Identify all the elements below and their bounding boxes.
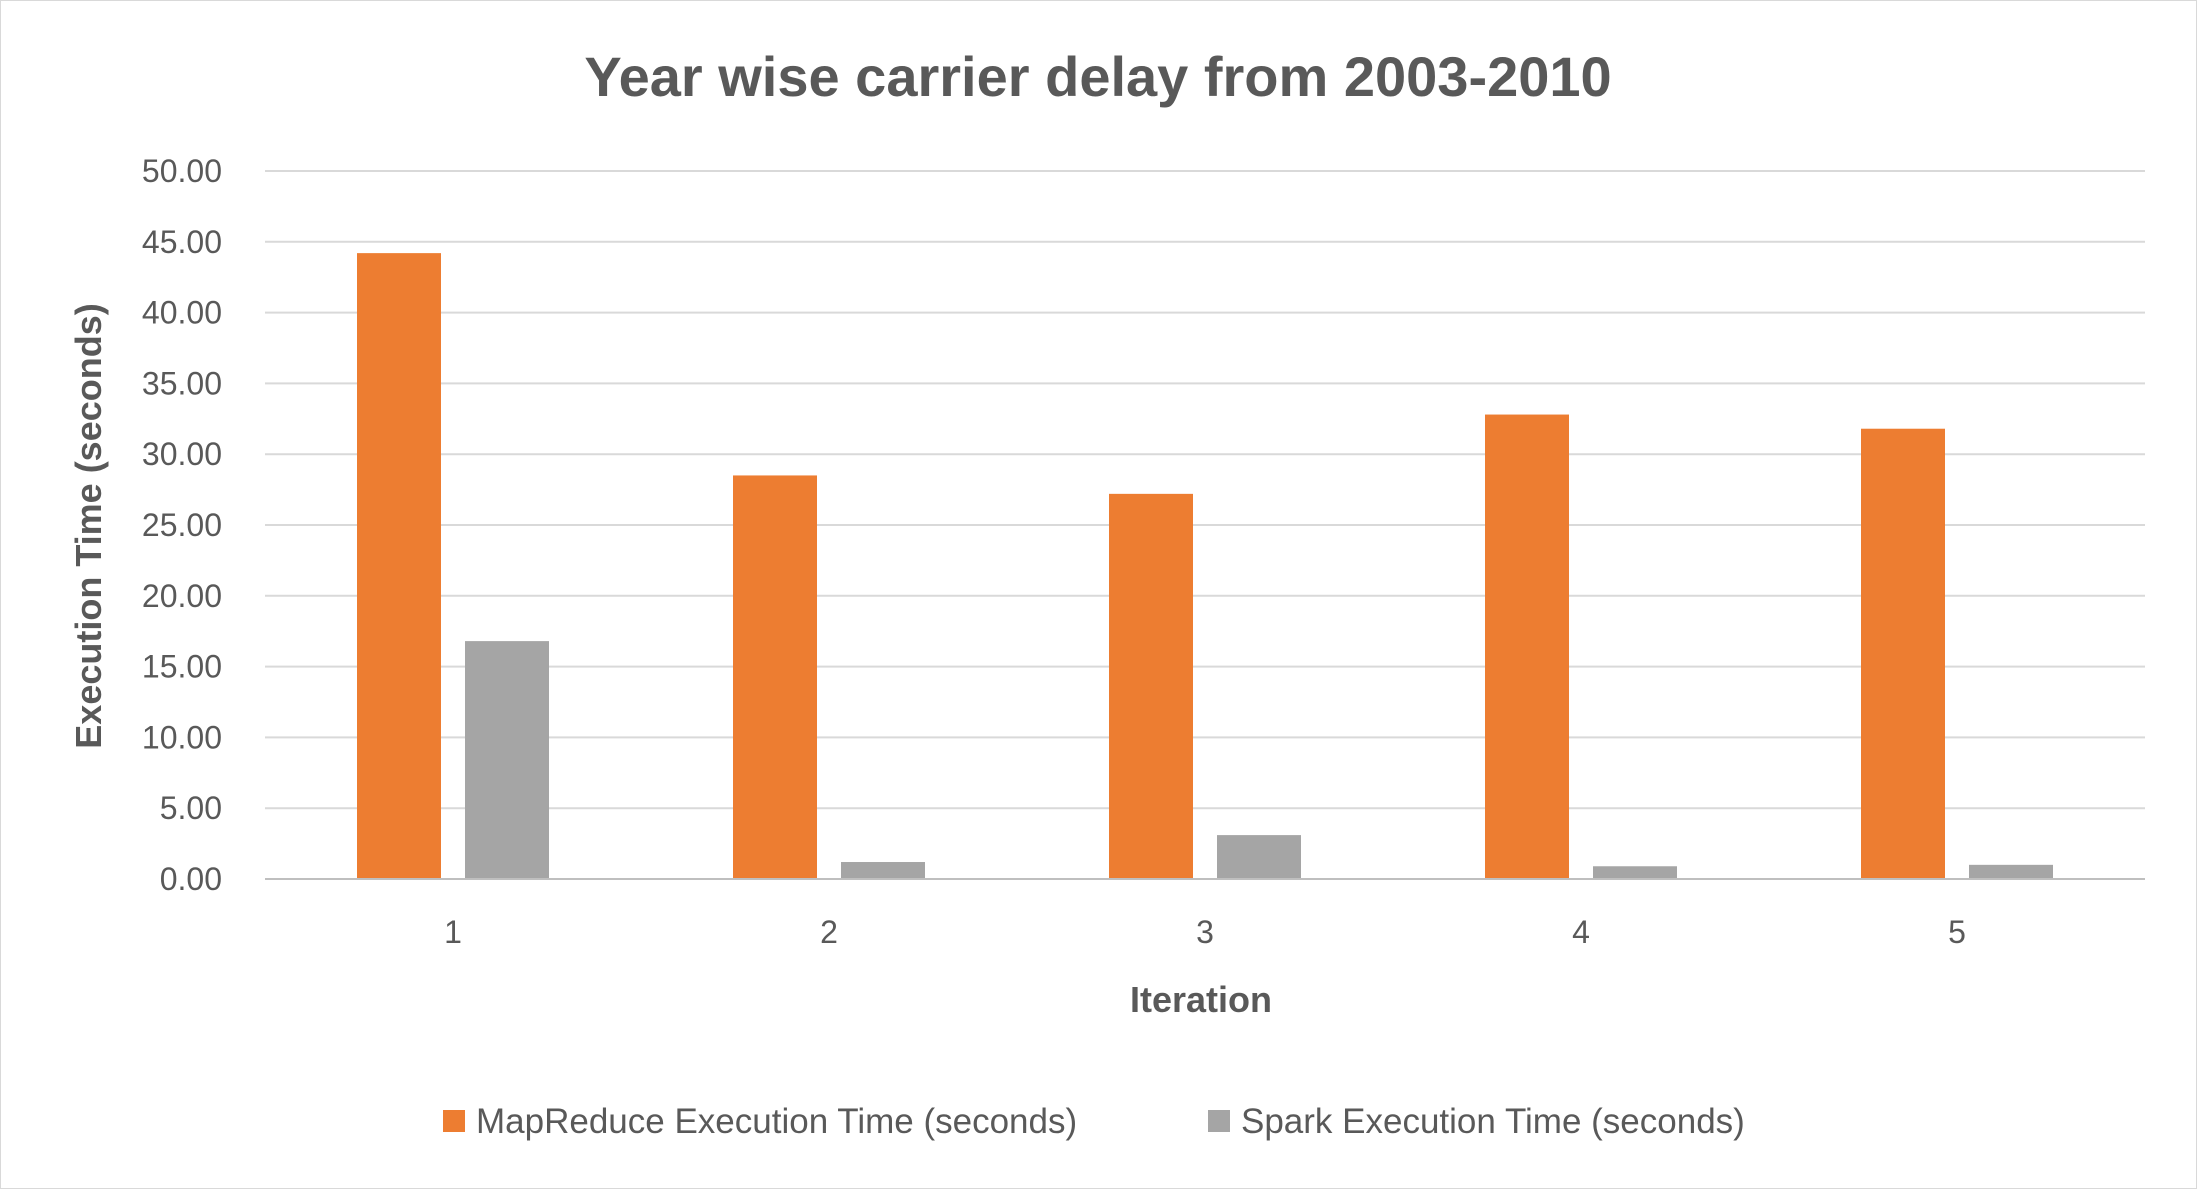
chart-title: Year wise carrier delay from 2003-2010 — [584, 45, 1611, 108]
x-tick-label: 5 — [1948, 914, 1966, 950]
y-tick-label: 0.00 — [160, 861, 222, 897]
x-axis-ticks: 1 2 3 4 5 — [444, 914, 1966, 950]
x-axis-title: Iteration — [1130, 979, 1272, 1020]
y-tick-label: 20.00 — [142, 578, 222, 614]
y-axis-title: Execution Time (seconds) — [68, 303, 109, 748]
y-tick-label: 30.00 — [142, 436, 222, 472]
bar — [1217, 835, 1301, 879]
y-axis-ticks: 0.00 5.00 10.00 15.00 20.00 25.00 30.00 35.00 40… — [142, 153, 222, 897]
bar — [841, 862, 925, 879]
y-tick-label: 40.00 — [142, 295, 222, 331]
y-tick-label: 50.00 — [142, 153, 222, 189]
legend-label: Spark Execution Time (seconds) — [1241, 1102, 1745, 1141]
y-tick-label: 45.00 — [142, 224, 222, 260]
x-tick-label: 4 — [1572, 914, 1590, 950]
legend-swatch — [1208, 1110, 1230, 1132]
y-tick-label: 25.00 — [142, 507, 222, 543]
bar — [733, 475, 817, 879]
x-tick-label: 2 — [820, 914, 838, 950]
x-tick-label: 3 — [1196, 914, 1214, 950]
y-tick-label: 15.00 — [142, 649, 222, 685]
bar — [1593, 866, 1677, 879]
x-tick-label: 1 — [444, 914, 462, 950]
bar — [1485, 414, 1569, 879]
bar — [1969, 864, 2053, 879]
bar — [1109, 493, 1193, 879]
y-tick-label: 5.00 — [160, 790, 222, 826]
legend-swatch — [443, 1110, 465, 1132]
bar — [1861, 428, 1945, 879]
y-tick-label: 10.00 — [142, 719, 222, 755]
gridlines — [265, 170, 2145, 810]
legend: MapReduce Execution Time (seconds) Spark … — [443, 1102, 1745, 1141]
bar — [357, 253, 441, 880]
bar — [465, 641, 549, 879]
y-tick-label: 35.00 — [142, 365, 222, 401]
bars — [357, 253, 2053, 880]
legend-label: MapReduce Execution Time (seconds) — [476, 1102, 1077, 1141]
